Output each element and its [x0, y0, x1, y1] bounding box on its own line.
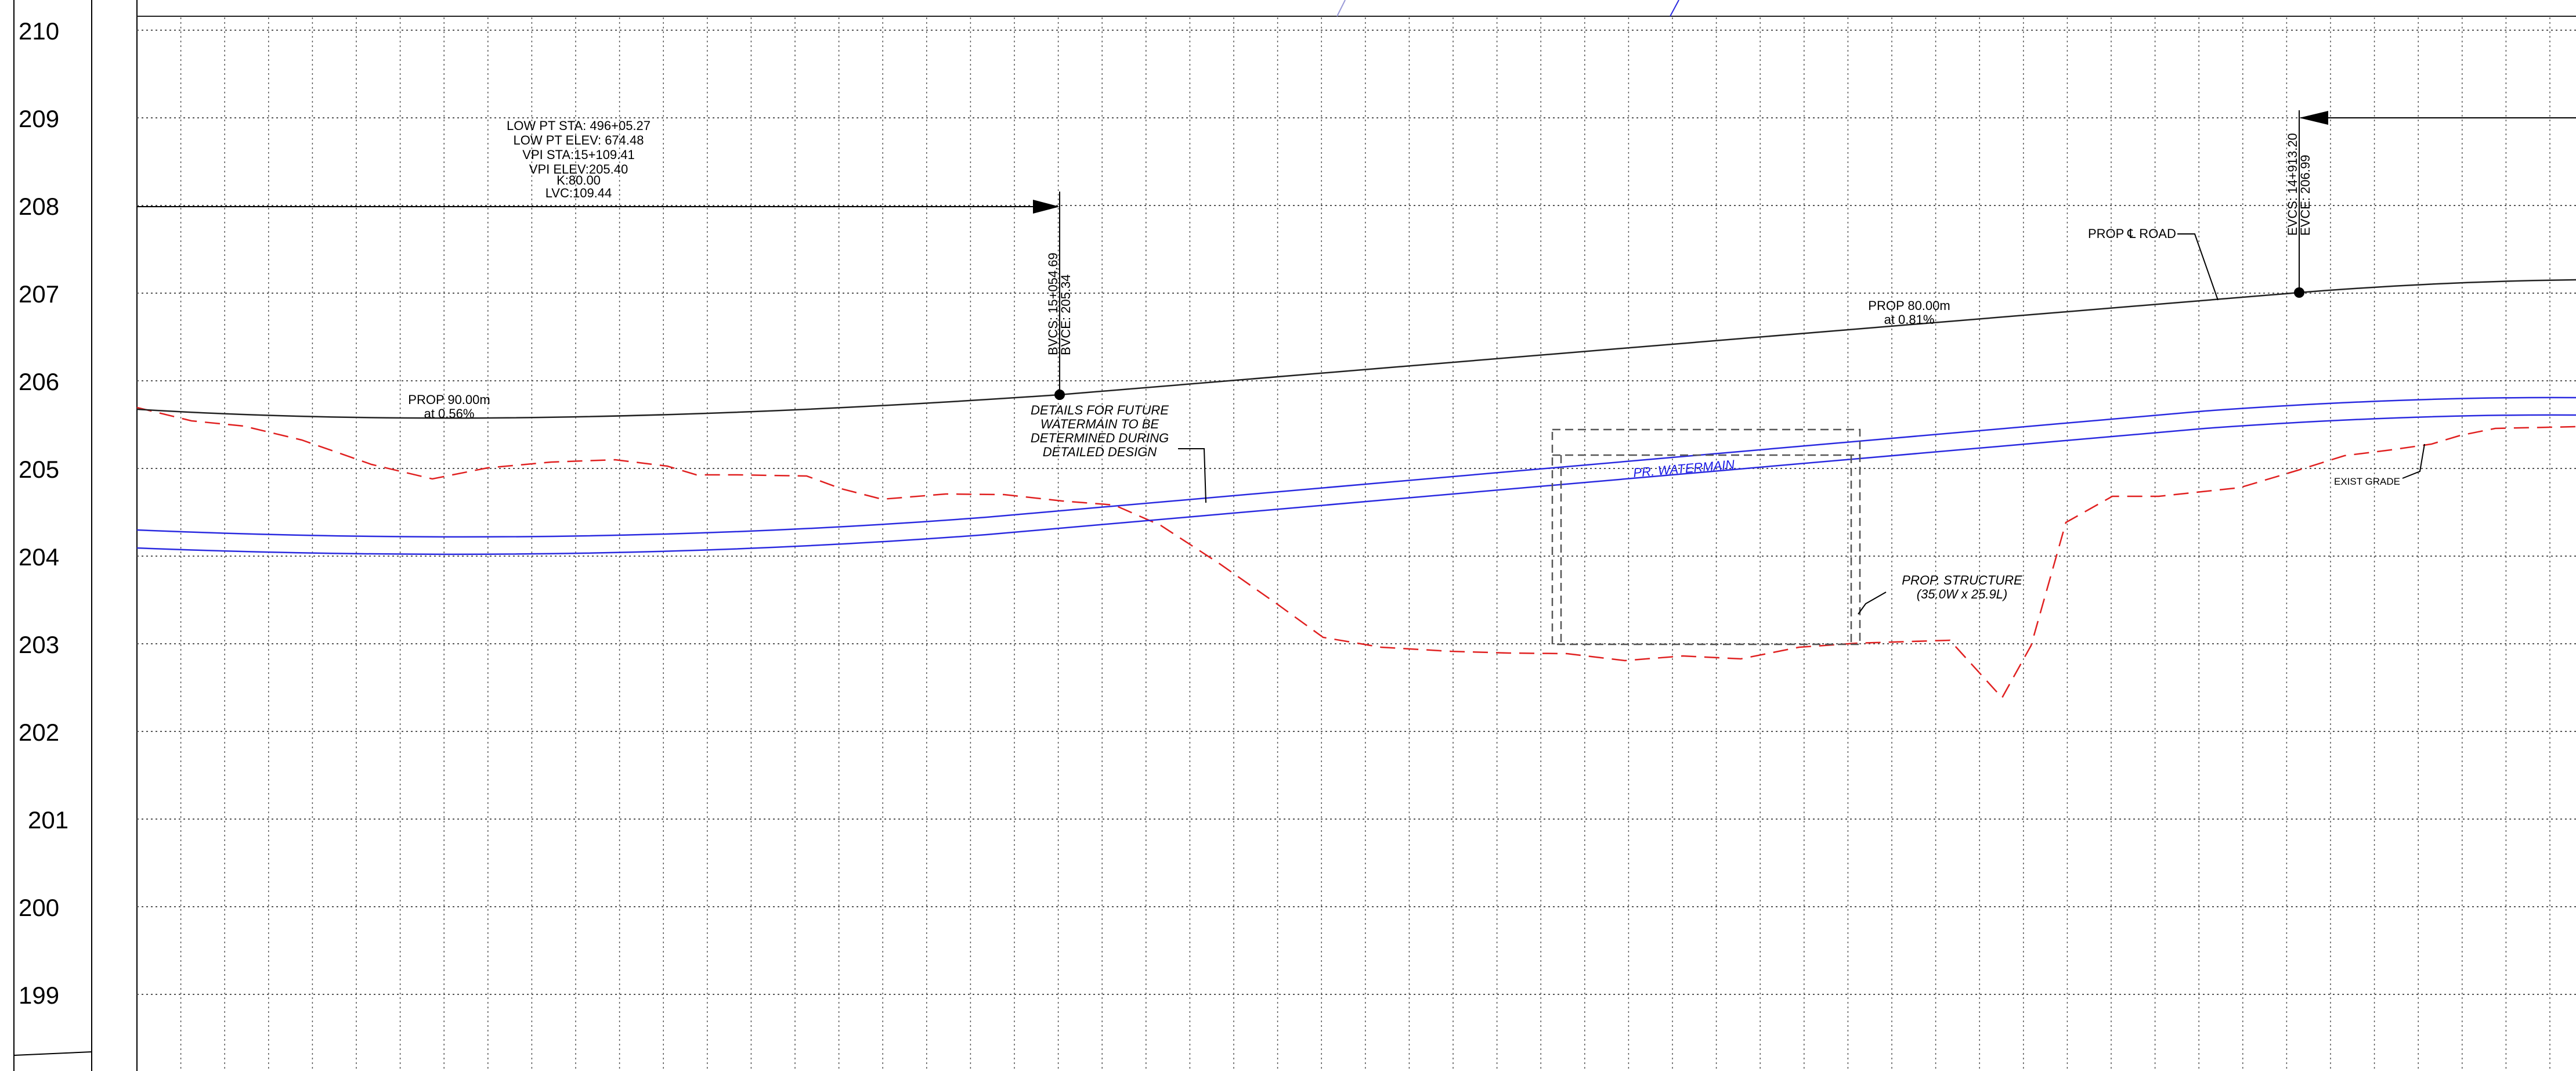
grade-right-slope: at 0.81%	[1884, 312, 1935, 327]
elev-label-201: 201	[28, 806, 68, 834]
lvc-value: LVC:109.44	[545, 186, 612, 200]
elev-label-202: 202	[19, 719, 59, 746]
watermain-note: DETAILS FOR FUTURE WATERMAIN TO BE DETER…	[1031, 403, 1169, 459]
watermain-note-line-2: WATERMAIN TO BE	[1040, 417, 1159, 431]
drawing-frame	[13, 0, 2576, 1071]
exist-grade-label: EXIST GRADE	[2334, 476, 2400, 487]
watermain-note-line-4: DETAILED DESIGN	[1043, 445, 1157, 459]
road-profile-line	[136, 279, 2576, 419]
proposed-structure	[1551, 428, 1861, 646]
evc-marker	[2294, 110, 2576, 298]
watermain-note-line-1: DETAILS FOR FUTURE	[1031, 403, 1169, 417]
elev-label-205: 205	[19, 456, 59, 483]
grade-left-length: PROP 90.00m	[408, 392, 490, 407]
top-linework	[1336, 0, 1679, 17]
bvc-label: BVCS: 15+054.69 BVCE: 205.34	[1046, 253, 1073, 355]
elev-label-210: 210	[19, 17, 59, 45]
elev-label-209: 209	[19, 105, 59, 132]
evcs-text: EVCS: 14+913.20	[2285, 133, 2300, 236]
bvce-text: BVCE: 205.34	[1058, 275, 1073, 355]
grade-left-label: PROP 90.00m at 0.56%	[408, 392, 490, 421]
structure-label: PROP. STRUCTURE (35.0W x 25.9L)	[1902, 573, 2022, 601]
prop-road-label: PROP ℄ ROAD	[2088, 226, 2176, 241]
low-pt-elev: LOW PT ELEV: 674.48	[513, 133, 644, 147]
structure-label-line-1: PROP. STRUCTURE	[1902, 573, 2022, 587]
low-pt-sta: LOW PT STA: 496+05.27	[507, 118, 651, 133]
elevation-axis: 210 209 208 207 206 205 204 203 202 201 …	[19, 17, 68, 1009]
elev-label-200: 200	[19, 894, 59, 921]
bvc-marker	[137, 192, 1065, 400]
evce-text: EVCE: 206.99	[2298, 155, 2313, 236]
bvcs-text: BVCS: 15+054.69	[1046, 253, 1060, 355]
grade-right-length: PROP 80.00m	[1868, 298, 1950, 313]
profile-grid	[137, 17, 2576, 1071]
watermain-note-line-3: DETERMINED DURING	[1031, 431, 1169, 445]
elev-label-203: 203	[19, 631, 59, 658]
watermain-lines	[136, 396, 2576, 556]
grade-right-label: PROP 80.00m at 0.81%	[1868, 298, 1950, 327]
vpi-sta: VPI STA:15+109.41	[522, 147, 634, 162]
curve-data-block: LOW PT STA: 496+05.27 LOW PT ELEV: 674.4…	[507, 118, 651, 200]
elev-label-208: 208	[19, 193, 59, 220]
k-value: K:80.00	[557, 173, 601, 187]
elev-label-199: 199	[19, 982, 59, 1009]
existing-grade-line	[136, 406, 2576, 699]
elev-label-204: 204	[19, 543, 59, 571]
leader-lines	[1178, 233, 2425, 615]
vpi-elev: VPI ELEV:205.40	[529, 162, 628, 176]
evc-label: EVCS: 14+913.20 EVCE: 206.99	[2285, 133, 2313, 236]
elev-label-206: 206	[19, 368, 59, 395]
elev-label-207: 207	[19, 280, 59, 308]
grade-left-slope: at 0.56%	[424, 406, 475, 421]
watermain-label: PR. WATERMAIN	[1632, 457, 1735, 480]
structure-label-line-2: (35.0W x 25.9L)	[1917, 587, 2008, 601]
